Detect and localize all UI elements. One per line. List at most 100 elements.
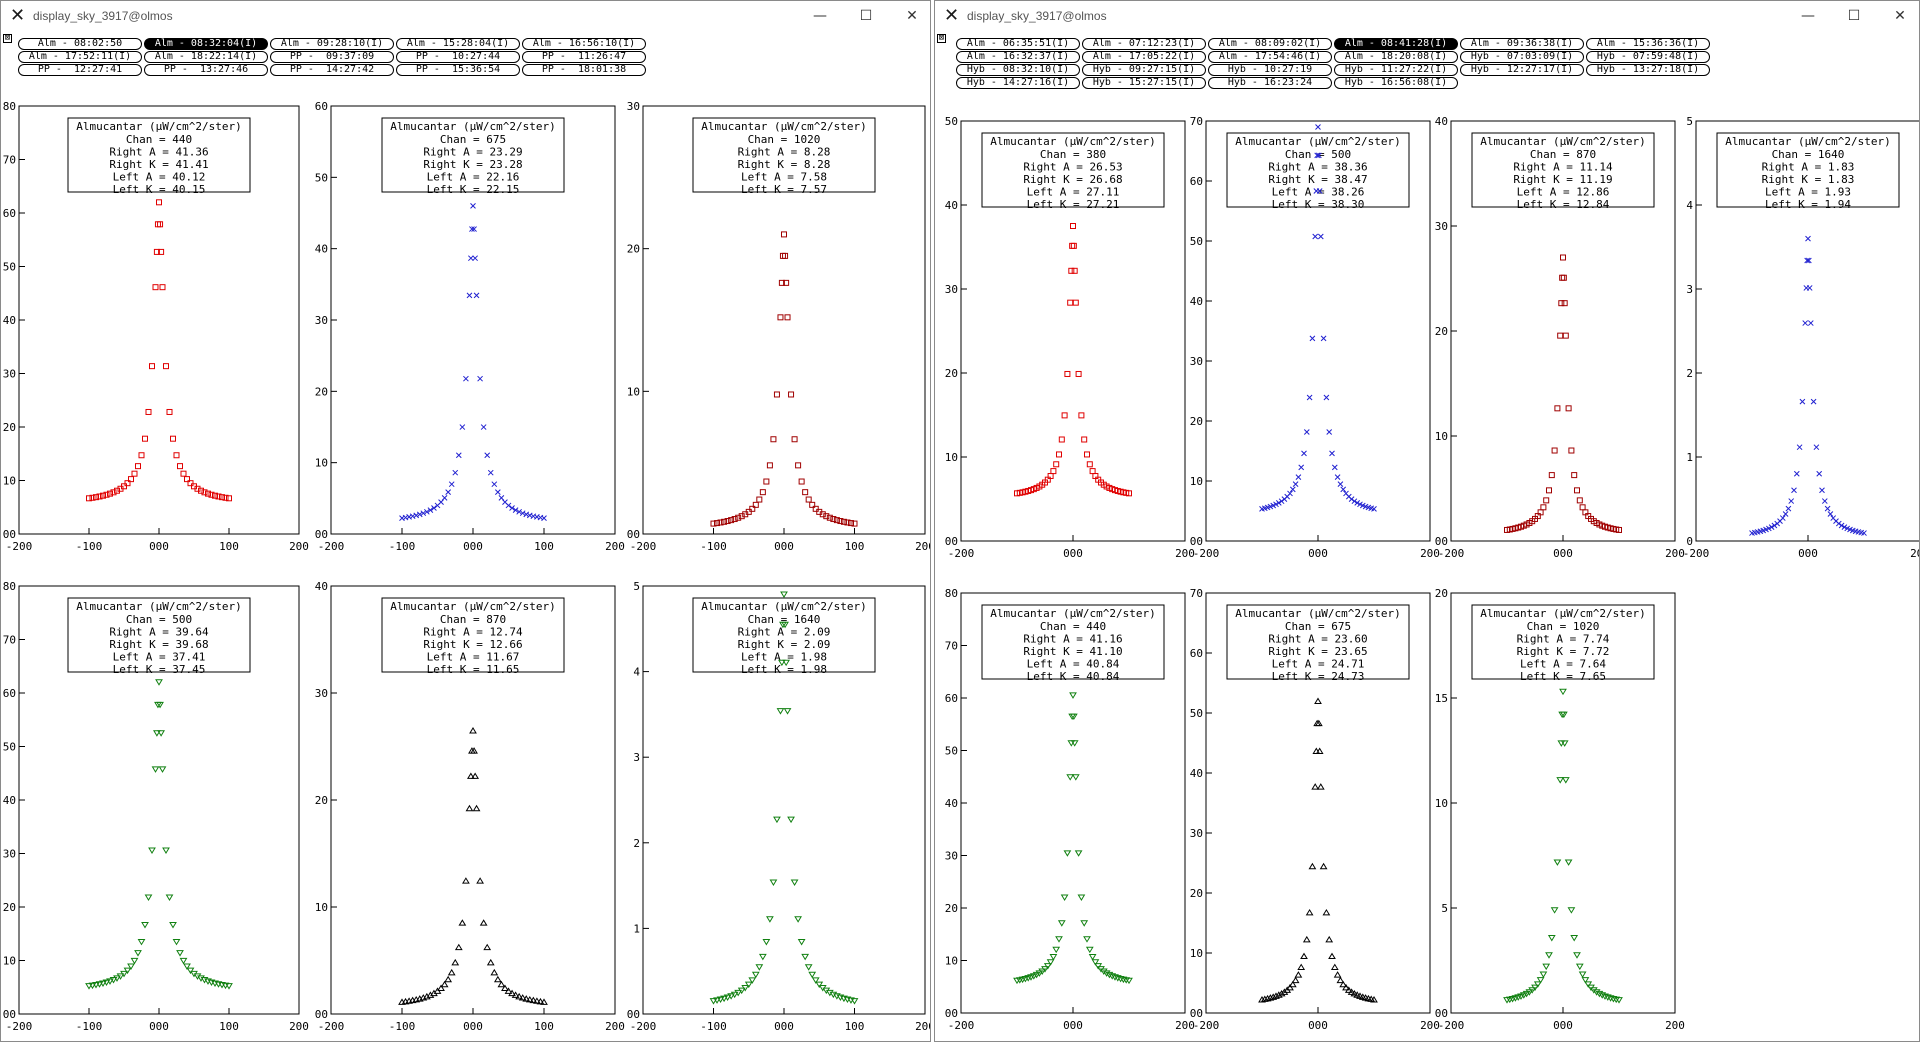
close-button[interactable]: ✕ xyxy=(906,8,918,24)
scan-select-button[interactable]: Alm - 09:28:10(I) xyxy=(270,38,394,50)
data-point xyxy=(1072,299,1079,306)
scan-select-button[interactable]: Alm - 16:32:37(I) xyxy=(956,51,1080,63)
data-point xyxy=(508,989,516,997)
plot-title: Almucantar (µW/cm^2/ster) xyxy=(990,607,1156,620)
scan-select-button[interactable]: Alm - 07:12:23(I) xyxy=(1082,38,1206,50)
data-point xyxy=(1813,444,1820,451)
data-point xyxy=(1108,973,1117,980)
scan-select-button[interactable]: Alm - 15:28:04(I) xyxy=(396,38,520,50)
data-point xyxy=(1584,981,1593,988)
scan-select-button[interactable]: PP - 12:27:41 xyxy=(18,64,142,76)
scan-select-button[interactable]: Alm - 06:35:51(I) xyxy=(956,38,1080,50)
x-tick-label: -100 xyxy=(389,540,416,553)
data-point xyxy=(208,491,215,498)
scan-select-button[interactable]: Alm - 18:22:14(I) xyxy=(144,51,268,63)
stats-line: Right A = 23.60 xyxy=(1268,633,1367,646)
data-point xyxy=(1300,952,1308,960)
data-point xyxy=(1340,486,1347,493)
y-tick-label: 10 xyxy=(315,457,328,470)
scan-select-button[interactable]: Hyb - 09:27:15(I) xyxy=(1082,64,1206,76)
y-tick-label: 80 xyxy=(3,100,16,113)
data-point xyxy=(1309,335,1316,342)
corner-close-icon[interactable]: ⊠ xyxy=(937,33,946,43)
y-tick-label: 60 xyxy=(3,207,16,220)
data-point xyxy=(1088,953,1097,961)
stats-line: Right A = 12.74 xyxy=(423,626,523,639)
data-point xyxy=(437,984,445,991)
data-point xyxy=(1308,862,1317,870)
scan-select-button[interactable]: Alm - 08:41:28(I) xyxy=(1334,38,1458,50)
scan-select-button[interactable]: PP - 18:01:38 xyxy=(522,64,646,76)
x-tick-label: 200 xyxy=(289,1020,309,1033)
scan-select-button[interactable]: Hyb - 12:27:17(I) xyxy=(1460,64,1584,76)
scan-select-button[interactable]: Hyb - 07:59:48(I) xyxy=(1586,51,1710,63)
scan-select-button[interactable]: PP - 11:26:47 xyxy=(522,51,646,63)
scan-select-button[interactable]: Alm - 08:02:50 xyxy=(18,38,142,50)
scan-select-button[interactable]: PP - 13:27:46 xyxy=(144,64,268,76)
scan-select-button[interactable]: Hyb - 10:27:19 xyxy=(1208,64,1332,76)
minimize-button[interactable]: — xyxy=(1801,8,1815,24)
scan-select-button[interactable]: Hyb - 13:27:18(I) xyxy=(1586,64,1710,76)
scan-select-button[interactable]: PP - 10:27:44 xyxy=(396,51,520,63)
minimize-button[interactable]: — xyxy=(813,8,827,24)
scan-select-button[interactable]: Hyb - 14:27:16(I) xyxy=(956,77,1080,89)
x-tick-label: 200 xyxy=(289,540,309,553)
maximize-button[interactable]: ☐ xyxy=(1847,8,1861,24)
stats-line: Right K = 38.47 xyxy=(1268,173,1367,186)
data-point xyxy=(225,983,233,990)
scan-select-button[interactable]: PP - 09:37:09 xyxy=(270,51,394,63)
y-tick-label: 20 xyxy=(315,794,328,807)
stats-line: Right K = 26.68 xyxy=(1023,173,1122,186)
scan-select-button[interactable]: Hyb - 16:56:08(I) xyxy=(1334,77,1458,89)
scan-select-button[interactable]: PP - 15:36:54 xyxy=(396,64,520,76)
data-point xyxy=(1539,971,1548,978)
y-tick-label: 20 xyxy=(315,385,328,398)
left-window-titlebar[interactable]: ✕ display_sky_3917@olmos — ☐ ✕ xyxy=(1,1,930,31)
data-point xyxy=(1578,971,1587,978)
stats-line: Left K = 24.73 xyxy=(1272,670,1365,683)
corner-close-icon[interactable]: ⊠ xyxy=(3,33,12,43)
scan-select-button[interactable]: Alm - 17:54:46(I) xyxy=(1208,51,1332,63)
scan-select-button[interactable]: Alm - 08:32:04(I) xyxy=(144,38,268,50)
scan-select-button[interactable]: Alm - 17:52:11(I) xyxy=(18,51,142,63)
data-point xyxy=(1554,405,1561,412)
data-point xyxy=(773,816,781,824)
data-point xyxy=(1841,524,1848,530)
data-point xyxy=(1063,850,1072,857)
data-point xyxy=(471,226,477,232)
scan-select-button[interactable]: Hyb - 16:23:24 xyxy=(1208,77,1332,89)
scan-select-button[interactable]: Hyb - 07:03:09(I) xyxy=(1460,51,1584,63)
data-point xyxy=(452,469,459,476)
scan-select-button[interactable]: Alm - 18:20:08(I) xyxy=(1334,51,1458,63)
data-point xyxy=(1806,285,1813,291)
data-point xyxy=(471,772,480,779)
data-point xyxy=(1336,976,1345,984)
scan-select-button[interactable]: PP - 14:27:42 xyxy=(270,64,394,76)
stats-line: Right A = 2.09 xyxy=(738,626,831,639)
scan-select-button[interactable]: Alm - 16:56:10(I) xyxy=(522,38,646,50)
data-point xyxy=(791,436,798,443)
y-tick-label: 20 xyxy=(1435,587,1448,600)
data-point xyxy=(1298,464,1305,471)
x-tick-label: 000 xyxy=(1063,547,1083,560)
right-window-titlebar[interactable]: ✕ display_sky_3917@olmos — ☐ ✕ xyxy=(935,1,1919,31)
y-tick-label: 00 xyxy=(1190,1007,1203,1020)
stats-line: Chan = 870 xyxy=(440,613,506,626)
stats-box xyxy=(1716,132,1900,208)
scan-select-button[interactable]: Hyb - 08:32:10(I) xyxy=(956,64,1080,76)
close-button[interactable]: ✕ xyxy=(1894,8,1906,24)
data-point xyxy=(1782,511,1789,517)
right-window: ✕ display_sky_3917@olmos — ☐ ✕ ⊠ Alm - 0… xyxy=(934,0,1920,1042)
scan-select-button[interactable]: Hyb - 11:27:22(I) xyxy=(1334,64,1458,76)
plot-title: Almucantar (µW/cm^2/ster) xyxy=(390,600,556,613)
scan-select-button[interactable]: Alm - 17:05:22(I) xyxy=(1082,51,1206,63)
data-point xyxy=(541,515,547,521)
data-point xyxy=(744,981,753,989)
data-point xyxy=(1314,697,1322,704)
stats-line: Chan = 675 xyxy=(440,133,506,146)
scan-select-button[interactable]: Hyb - 15:27:15(I) xyxy=(1082,77,1206,89)
scan-select-button[interactable]: Alm - 09:36:38(I) xyxy=(1460,38,1584,50)
scan-select-button[interactable]: Alm - 15:36:36(I) xyxy=(1586,38,1710,50)
maximize-button[interactable]: ☐ xyxy=(859,8,873,24)
scan-select-button[interactable]: Alm - 08:09:02(I) xyxy=(1208,38,1332,50)
